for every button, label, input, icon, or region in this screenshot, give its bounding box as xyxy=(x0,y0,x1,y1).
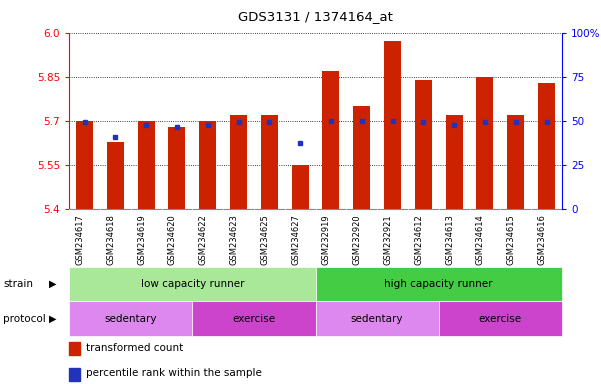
Bar xyxy=(200,121,216,209)
Bar xyxy=(316,301,439,336)
Text: GDS3131 / 1374164_at: GDS3131 / 1374164_at xyxy=(238,10,393,23)
Text: transformed count: transformed count xyxy=(87,343,184,353)
Text: GSM234619: GSM234619 xyxy=(137,214,146,265)
Text: percentile rank within the sample: percentile rank within the sample xyxy=(87,368,262,379)
Text: GSM234615: GSM234615 xyxy=(507,214,516,265)
Text: ▶: ▶ xyxy=(49,279,56,289)
Text: low capacity runner: low capacity runner xyxy=(141,279,244,289)
Text: GSM234627: GSM234627 xyxy=(291,214,300,265)
Text: GSM234620: GSM234620 xyxy=(168,214,177,265)
Text: GSM234622: GSM234622 xyxy=(199,214,208,265)
Text: GSM234618: GSM234618 xyxy=(106,214,115,265)
Text: GSM234617: GSM234617 xyxy=(76,214,85,265)
Bar xyxy=(384,41,401,209)
Text: ▶: ▶ xyxy=(49,314,56,324)
Bar xyxy=(477,77,493,209)
Bar xyxy=(76,121,93,209)
Bar xyxy=(192,301,316,336)
Bar xyxy=(138,121,154,209)
Text: GSM234612: GSM234612 xyxy=(414,214,423,265)
Bar xyxy=(323,71,340,209)
Bar xyxy=(415,80,432,209)
Bar xyxy=(316,267,562,301)
Bar xyxy=(291,165,308,209)
Bar xyxy=(353,106,370,209)
Bar xyxy=(107,142,124,209)
Bar xyxy=(69,368,80,381)
Text: GSM234623: GSM234623 xyxy=(230,214,239,265)
Text: GSM234613: GSM234613 xyxy=(445,214,454,265)
Text: GSM232921: GSM232921 xyxy=(383,214,392,265)
Bar xyxy=(230,115,247,209)
Text: GSM232919: GSM232919 xyxy=(322,214,331,265)
Bar xyxy=(168,127,185,209)
Bar xyxy=(261,115,278,209)
Text: exercise: exercise xyxy=(233,314,275,324)
Text: GSM234625: GSM234625 xyxy=(260,214,269,265)
Text: GSM234614: GSM234614 xyxy=(476,214,485,265)
Bar xyxy=(69,342,80,355)
Text: sedentary: sedentary xyxy=(351,314,403,324)
Bar xyxy=(69,301,192,336)
Bar xyxy=(69,267,316,301)
Text: exercise: exercise xyxy=(479,314,522,324)
Text: GSM234616: GSM234616 xyxy=(537,214,546,265)
Text: GSM232920: GSM232920 xyxy=(353,214,362,265)
Text: sedentary: sedentary xyxy=(105,314,157,324)
Bar xyxy=(446,115,463,209)
Text: high capacity runner: high capacity runner xyxy=(385,279,493,289)
Bar xyxy=(507,115,524,209)
Bar xyxy=(538,83,555,209)
Text: protocol: protocol xyxy=(3,314,46,324)
Bar xyxy=(439,301,562,336)
Text: strain: strain xyxy=(3,279,33,289)
